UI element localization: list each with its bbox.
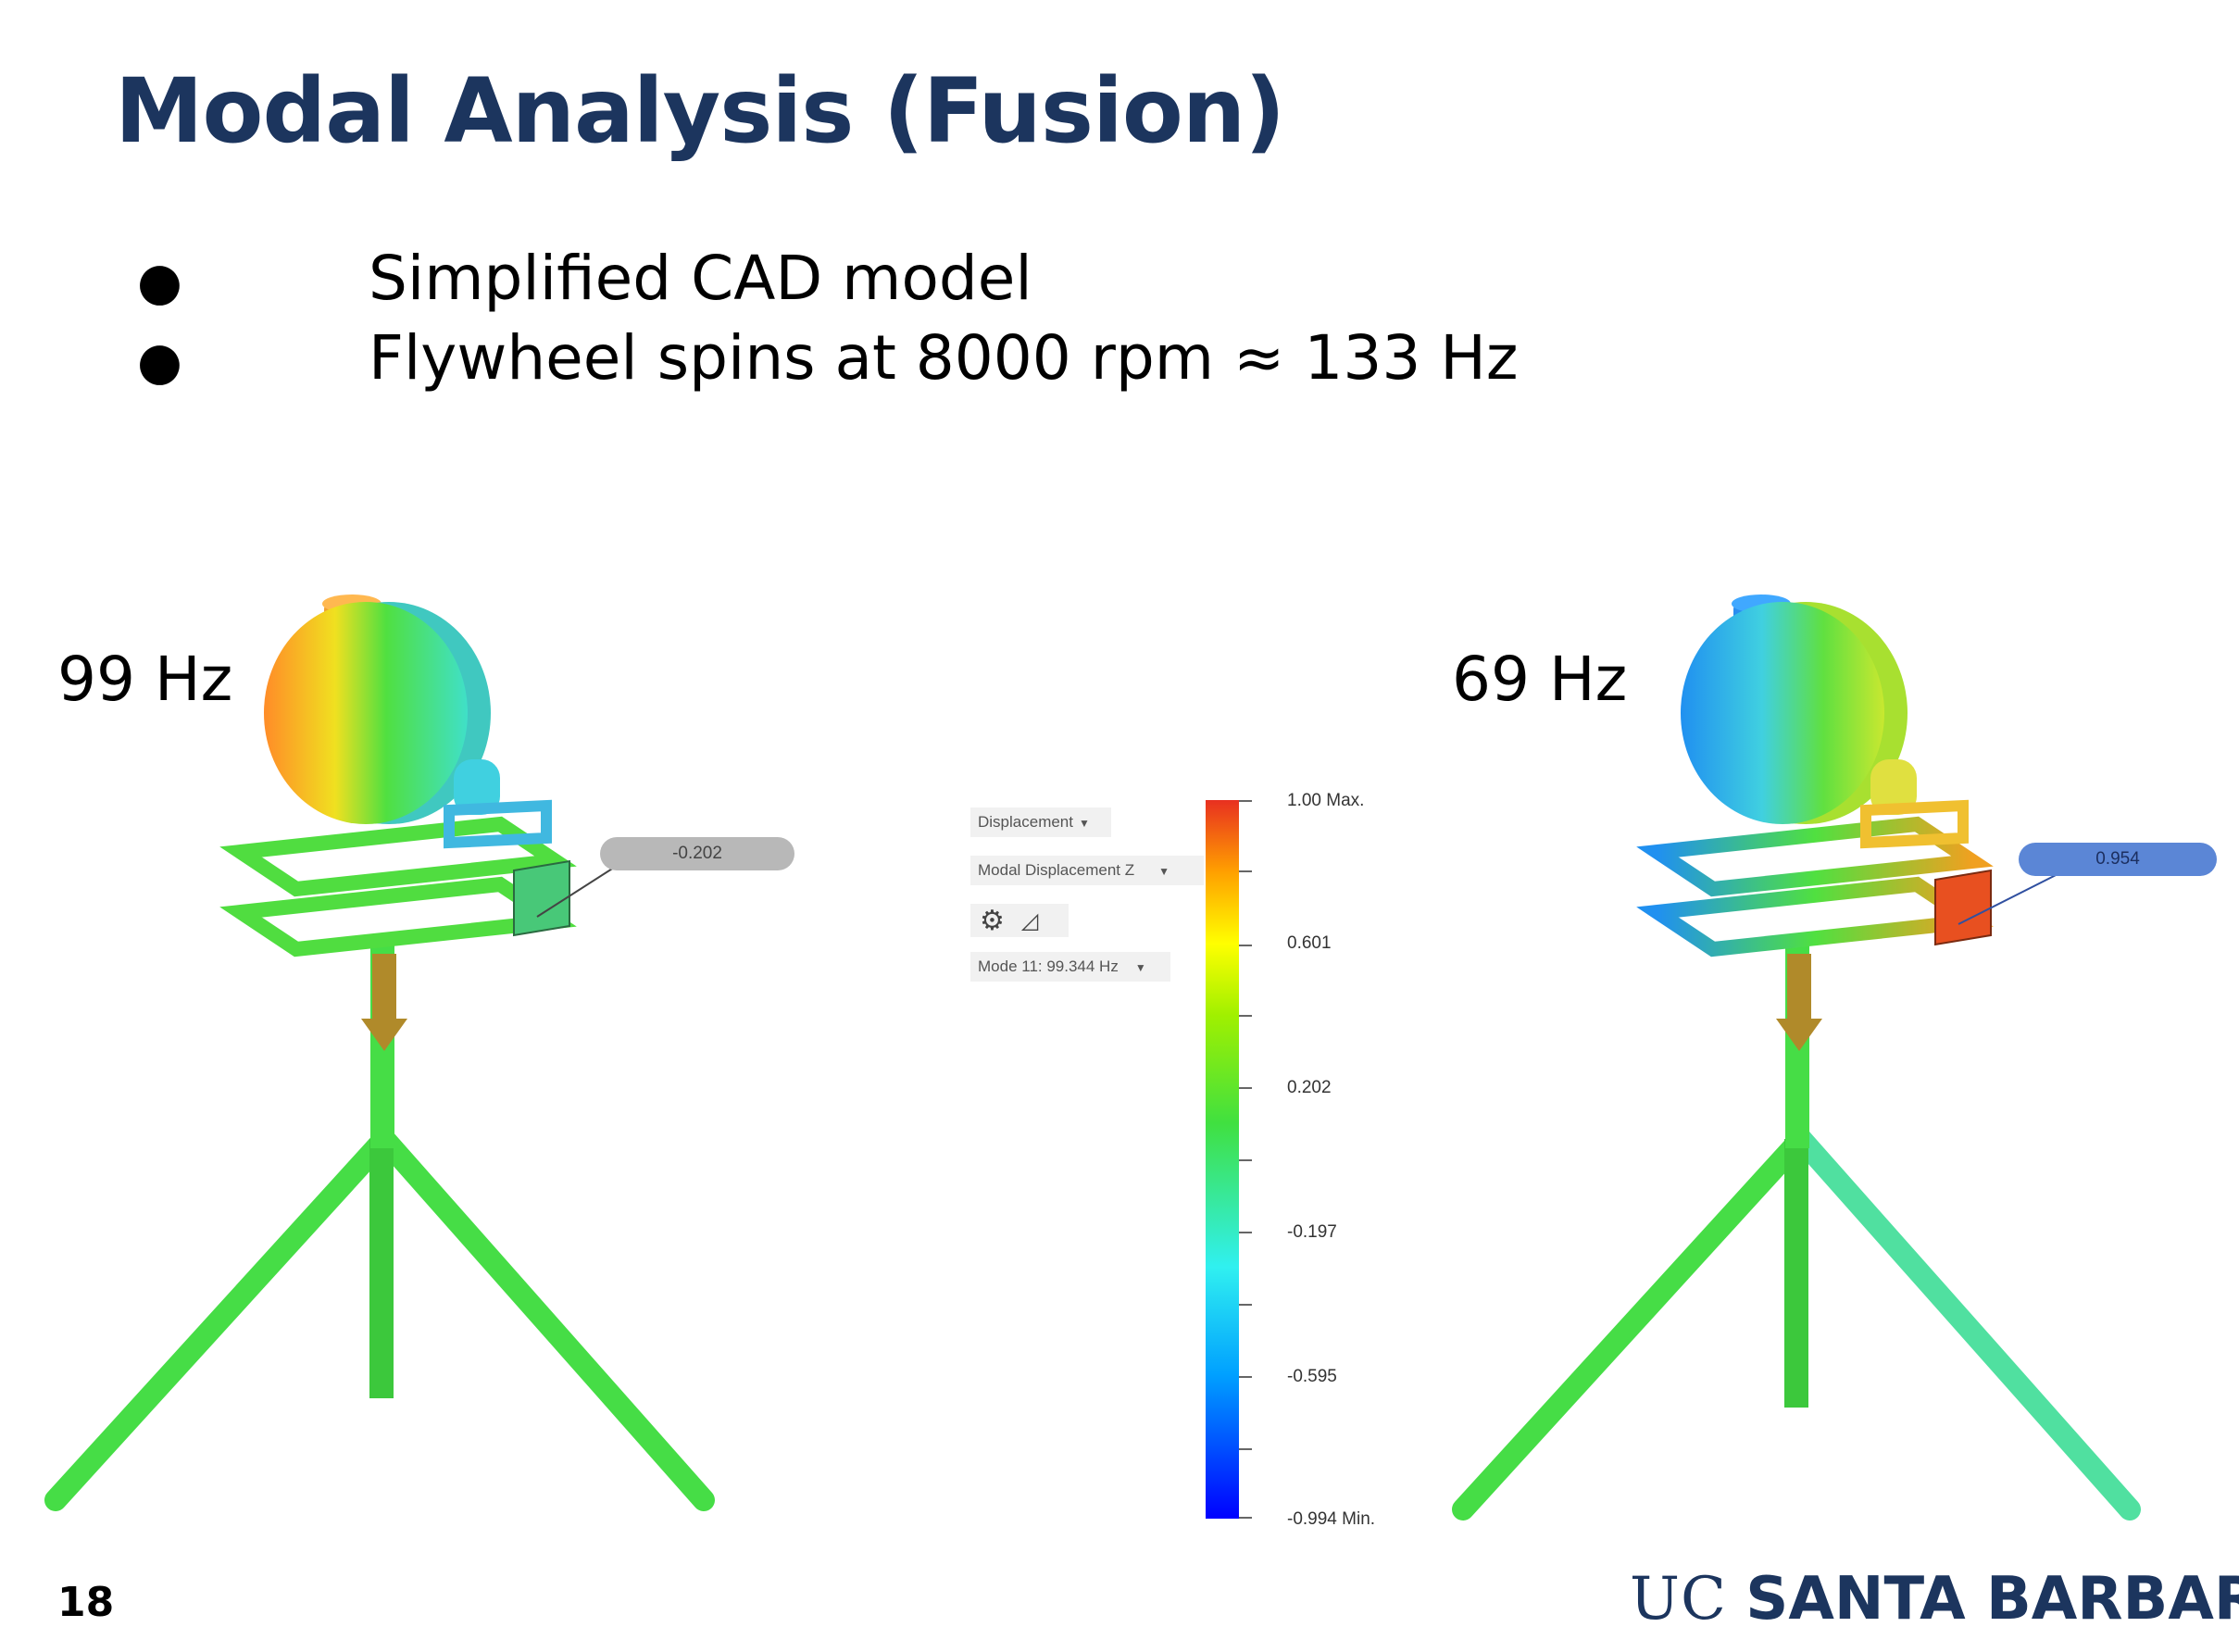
scale-tick	[1239, 1304, 1252, 1306]
left-probe-label[interactable]: -0.202	[600, 837, 794, 870]
component-dropdown[interactable]: Modal Displacement Z ▼	[970, 856, 1204, 885]
scale-tick	[1239, 800, 1252, 802]
result-type-value: Displacement	[978, 813, 1073, 831]
scale-tick	[1239, 1159, 1252, 1161]
mode-value: Mode 11: 99.344 Hz	[978, 957, 1119, 975]
result-type-dropdown[interactable]: Displacement ▼	[970, 807, 1111, 837]
ucsb-logo: UC SANTA BARBARA	[1630, 1565, 2239, 1633]
slide-number: 18	[57, 1579, 115, 1626]
scale-tick	[1239, 1087, 1252, 1089]
bullet-dot: ●	[137, 332, 182, 392]
bullet-item: ● Simplified CAD model	[137, 243, 1032, 314]
bullet-item: ● Flywheel spins at 8000 rpm ≈ 133 Hz	[137, 322, 1519, 394]
scale-tick	[1239, 945, 1252, 946]
bullet-text: Flywheel spins at 8000 rpm ≈ 133 Hz	[369, 322, 1519, 394]
scale-tick	[1239, 1015, 1252, 1017]
right-probe-label[interactable]: 0.954	[2019, 843, 2217, 876]
component-value: Modal Displacement Z	[978, 861, 1135, 879]
scale-label: 0.601	[1287, 933, 1332, 953]
scale-label-max: 1.00 Max.	[1287, 791, 1365, 810]
scale-label-min: -0.994 Min.	[1287, 1509, 1376, 1529]
scale-tick	[1239, 870, 1252, 872]
scale-label: 0.202	[1287, 1078, 1332, 1097]
scale-tick	[1239, 1232, 1252, 1233]
chevron-down-icon: ▼	[1158, 865, 1170, 878]
slide-title: Modal Analysis (Fusion)	[115, 59, 1285, 163]
mode-dropdown[interactable]: Mode 11: 99.344 Hz ▼	[970, 952, 1170, 982]
left-mode-frequency: 99 Hz	[57, 644, 233, 715]
chevron-down-icon: ▼	[1079, 817, 1090, 830]
right-mode-frequency: 69 Hz	[1452, 644, 1628, 715]
bullet-text: Simplified CAD model	[369, 243, 1032, 314]
logo-name: SANTA BARBARA	[1745, 1565, 2239, 1633]
scale-label: -0.595	[1287, 1367, 1337, 1386]
result-tools: ⚙ ◿	[970, 904, 1069, 937]
right-model-render	[1452, 594, 2141, 1521]
gear-icon[interactable]: ⚙	[980, 905, 1005, 936]
left-model-render	[44, 594, 715, 1511]
triangle-ruler-icon[interactable]: ◿	[1020, 907, 1039, 933]
scale-tick	[1239, 1376, 1252, 1378]
scale-tick	[1239, 1517, 1252, 1519]
chevron-down-icon: ▼	[1134, 961, 1146, 974]
logo-uc: UC	[1630, 1565, 1727, 1633]
scale-tick	[1239, 1448, 1252, 1450]
bullet-dot: ●	[137, 252, 182, 312]
scale-label: -0.197	[1287, 1222, 1337, 1242]
color-scale-bar	[1206, 800, 1239, 1519]
